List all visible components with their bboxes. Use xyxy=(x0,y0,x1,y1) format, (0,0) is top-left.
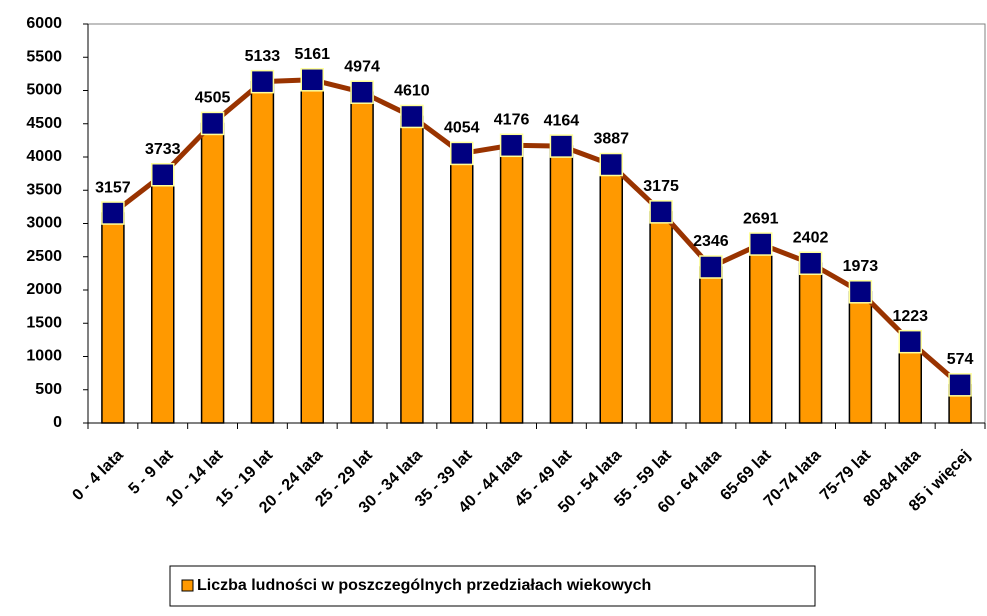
bar xyxy=(699,266,723,424)
y-tick-label: 500 xyxy=(35,381,62,398)
y-tick-label: 4000 xyxy=(26,148,62,165)
x-tick-label: 0 - 4 lata xyxy=(69,447,126,504)
bar xyxy=(549,145,574,424)
trend-line xyxy=(111,77,962,387)
bar xyxy=(350,91,374,424)
bar xyxy=(499,144,524,424)
data-label: 4176 xyxy=(494,112,530,129)
marker xyxy=(450,141,474,166)
data-label: 2402 xyxy=(793,229,829,246)
legend-swatch xyxy=(181,579,194,592)
marker xyxy=(599,152,623,177)
data-label: 574 xyxy=(947,351,974,368)
data-label: 5161 xyxy=(294,46,330,63)
legend-label: Liczba ludności w poszczególnych przedzi… xyxy=(197,577,651,594)
bar xyxy=(749,243,773,424)
bar xyxy=(798,262,823,424)
marker xyxy=(499,133,524,158)
bar xyxy=(101,212,125,424)
y-tick-label: 2000 xyxy=(26,281,62,298)
marker xyxy=(948,373,972,397)
bar xyxy=(250,80,275,424)
data-label: 3887 xyxy=(593,131,629,148)
data-label: 4505 xyxy=(195,90,231,107)
bar xyxy=(599,163,623,424)
y-tick-label: 0 xyxy=(53,414,62,431)
marker xyxy=(300,68,324,92)
marker xyxy=(699,255,723,279)
y-tick-label: 3500 xyxy=(26,181,62,198)
marker xyxy=(649,200,673,224)
marker xyxy=(848,280,873,304)
y-tick-label: 1000 xyxy=(26,348,62,365)
bar xyxy=(450,152,474,424)
y-tick-label: 3000 xyxy=(26,215,62,232)
data-label: 2346 xyxy=(693,233,729,250)
data-label: 3733 xyxy=(145,141,181,158)
bar xyxy=(200,122,225,424)
data-label: 3157 xyxy=(95,179,131,196)
data-label: 4164 xyxy=(544,112,580,129)
marker xyxy=(101,201,125,225)
bar xyxy=(848,291,873,424)
data-label: 2691 xyxy=(743,210,779,227)
legend-box xyxy=(169,565,816,607)
data-label: 1223 xyxy=(892,308,928,325)
data-label: 4974 xyxy=(344,58,380,75)
data-label: 3175 xyxy=(643,178,679,195)
marker xyxy=(151,163,175,187)
marker xyxy=(798,251,823,276)
marker xyxy=(898,329,922,354)
marker xyxy=(400,104,424,129)
y-tick-label: 6000 xyxy=(26,15,62,32)
y-tick-label: 1500 xyxy=(26,314,62,331)
data-label: 4054 xyxy=(444,120,480,137)
marker xyxy=(250,69,275,94)
data-label: 1973 xyxy=(843,258,879,275)
bar xyxy=(300,79,324,424)
y-tick-label: 5000 xyxy=(26,82,62,99)
bar xyxy=(151,174,175,424)
bar xyxy=(400,115,424,424)
marker xyxy=(350,80,374,104)
bar xyxy=(649,211,673,424)
x-tick-label: 5 - 9 lat xyxy=(126,446,177,497)
y-tick-label: 4500 xyxy=(26,115,62,132)
marker xyxy=(200,111,225,136)
data-label: 4610 xyxy=(394,83,430,100)
data-label: 5133 xyxy=(245,48,281,65)
marker xyxy=(549,134,574,158)
y-tick-label: 2500 xyxy=(26,248,62,265)
marker xyxy=(749,232,773,256)
bar xyxy=(898,340,922,424)
y-tick-label: 5500 xyxy=(26,48,62,65)
